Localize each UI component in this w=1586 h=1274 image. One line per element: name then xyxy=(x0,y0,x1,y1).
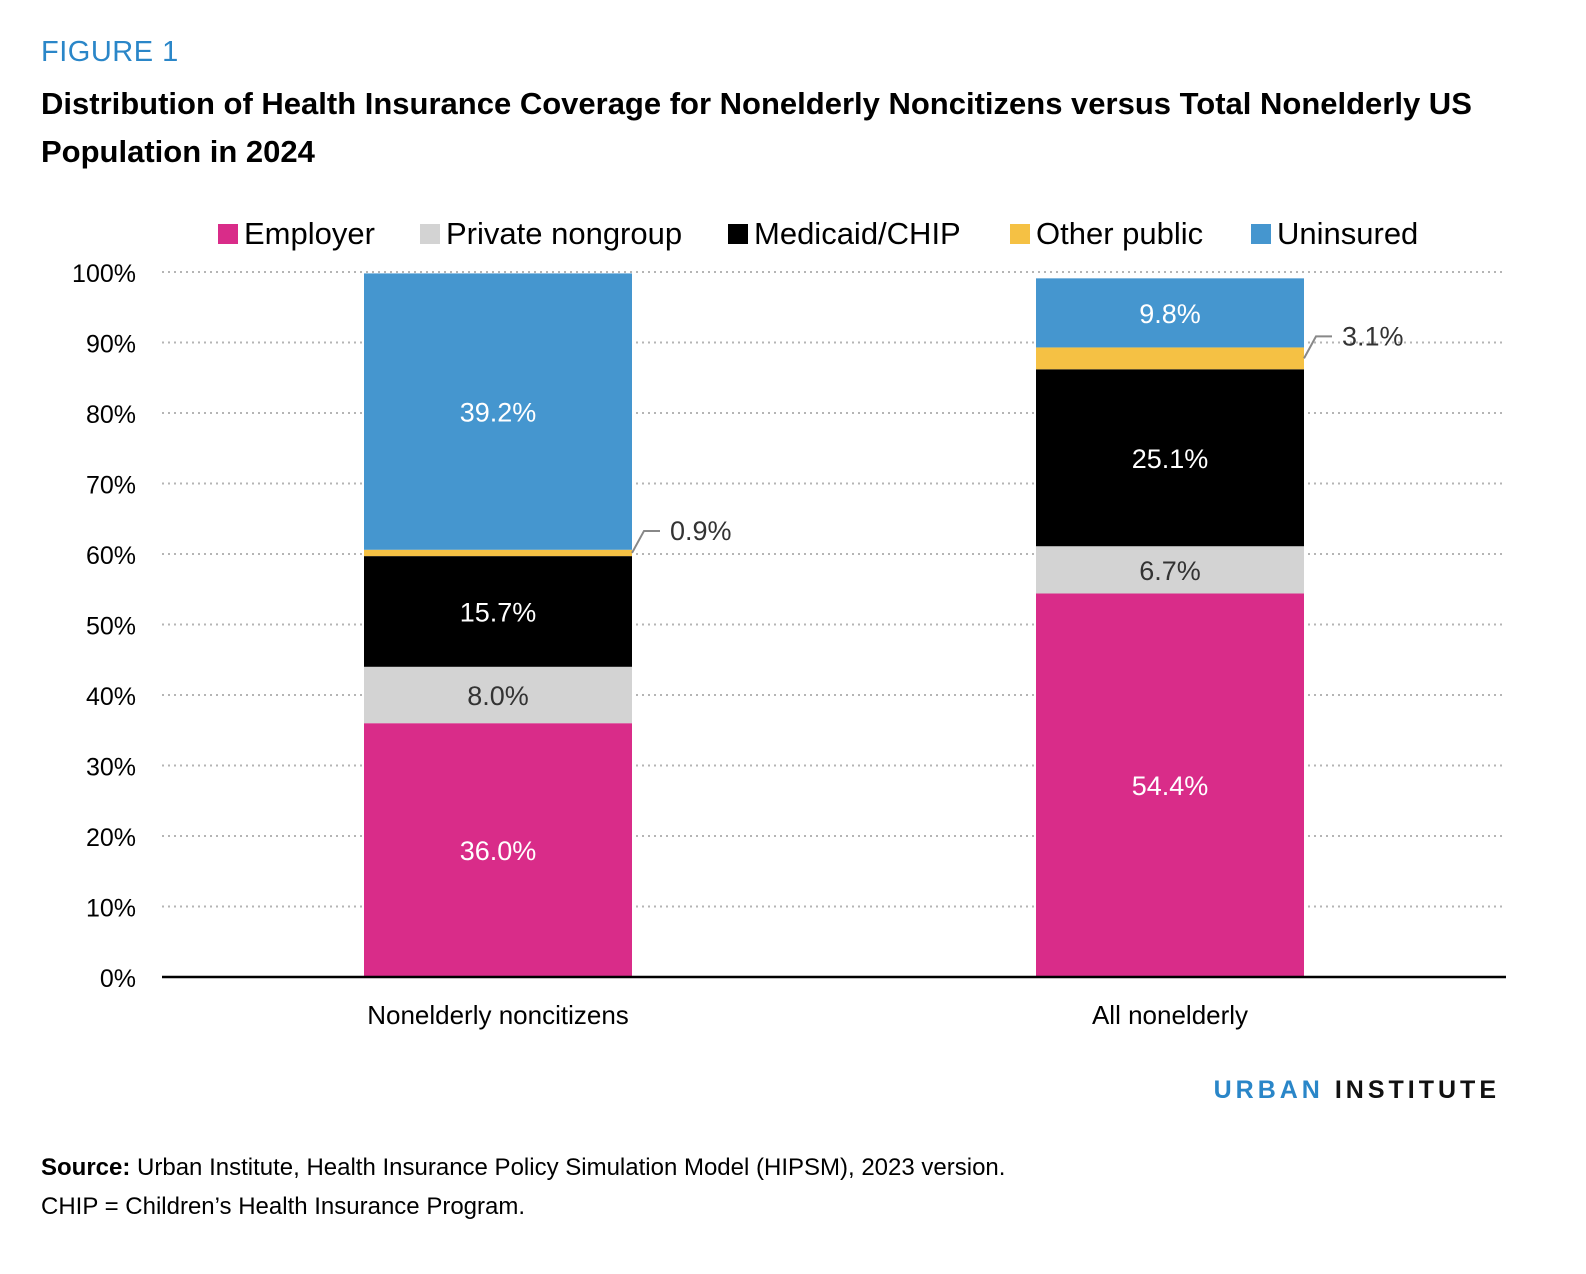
bar-segment-uninsured xyxy=(1036,278,1304,348)
legend-label: Private nongroup xyxy=(446,216,683,251)
data-label-private-nongroup: 8.0% xyxy=(467,681,529,711)
urban-institute-logo: URBAN INSTITUTE xyxy=(1214,1076,1500,1105)
data-label-employer: 36.0% xyxy=(460,836,537,866)
x-category-label: All nonelderly xyxy=(1092,1000,1248,1030)
abbreviation-note: CHIP = Children’s Health Insurance Progr… xyxy=(41,1193,526,1220)
brand-urban: URBAN xyxy=(1213,1076,1324,1104)
y-tick-label: 40% xyxy=(86,683,136,711)
data-label-private-nongroup: 6.7% xyxy=(1139,556,1201,586)
source-text: Urban Institute, Health Insurance Policy… xyxy=(137,1154,1006,1181)
legend-swatch xyxy=(1010,224,1030,244)
bar-segment-private-nongroup xyxy=(364,666,632,724)
source-label: Source: xyxy=(41,1154,131,1181)
bar-segment-employer xyxy=(1036,593,1304,977)
source-note: Source: Urban Institute, Health Insuranc… xyxy=(41,1148,1005,1226)
legend-swatch xyxy=(420,224,440,244)
y-tick-label: 90% xyxy=(86,331,136,359)
legend: Employer Private nongroup Medicaid/CHIP Oth… xyxy=(0,212,1586,256)
legend-item-medicaid-chip: Medicaid/CHIP xyxy=(728,212,961,256)
data-label-medicaid-chip: 25.1% xyxy=(1132,444,1209,474)
legend-label: Medicaid/CHIP xyxy=(754,216,961,251)
y-tick-label: 70% xyxy=(86,472,136,500)
bar-segment-employer xyxy=(364,723,632,977)
bar-segment-uninsured xyxy=(364,273,632,550)
data-label-medicaid-chip: 15.7% xyxy=(460,597,537,627)
data-label-other-public: 0.9% xyxy=(670,516,732,546)
y-tick-label: 10% xyxy=(86,895,136,923)
legend-label: Uninsured xyxy=(1277,216,1419,251)
chart-title: Distribution of Health Insurance Coverag… xyxy=(41,86,1472,169)
data-label-employer: 54.4% xyxy=(1132,771,1209,801)
legend-item-private-nongroup: Private nongroup xyxy=(420,212,682,256)
callout-line xyxy=(631,529,660,554)
legend-label: Employer xyxy=(244,216,375,251)
legend-item-uninsured: Uninsured xyxy=(1251,212,1418,256)
bar-segment-medicaid-chip xyxy=(364,556,632,667)
legend-swatch xyxy=(728,224,748,244)
bar-segment-private-nongroup xyxy=(1036,546,1304,594)
legend-swatch xyxy=(218,224,238,244)
stacked-bar-chart: 0% 10% 20% 30% 40% 50% 60% 70% 80% 90% 100% 36.0% 8.… xyxy=(72,260,1506,1030)
legend-item-employer: Employer xyxy=(218,212,375,256)
y-tick-label: 100% xyxy=(72,260,136,288)
legend-item-other-public: Other public xyxy=(1010,212,1203,256)
callout-line xyxy=(1303,335,1332,359)
legend-swatch xyxy=(1251,224,1271,244)
y-tick-label: 0% xyxy=(100,965,136,993)
y-tick-label: 60% xyxy=(86,542,136,570)
bar-segment-medicaid-chip xyxy=(1036,369,1304,547)
y-tick-label: 20% xyxy=(86,824,136,852)
data-label-uninsured: 39.2% xyxy=(460,398,537,428)
x-category-label: Nonelderly noncitizens xyxy=(367,1000,629,1030)
bar-segment-other-public xyxy=(364,549,632,557)
brand-institute: INSTITUTE xyxy=(1334,1076,1500,1104)
data-label-uninsured: 9.8% xyxy=(1139,299,1201,329)
legend-label: Other public xyxy=(1036,216,1204,251)
y-tick-label: 80% xyxy=(86,401,136,429)
figure-label: FIGURE 1 xyxy=(41,36,179,68)
y-tick-label: 30% xyxy=(86,754,136,782)
data-label-other-public: 3.1% xyxy=(1342,321,1404,351)
bar-segment-other-public xyxy=(1036,347,1304,370)
y-tick-label: 50% xyxy=(86,613,136,641)
